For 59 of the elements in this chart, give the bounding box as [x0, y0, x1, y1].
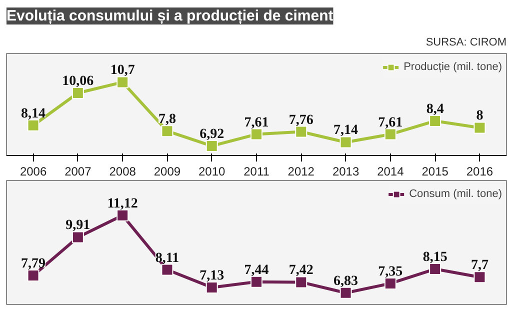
data-label: 8,14: [21, 106, 46, 122]
data-label: 7,76: [288, 112, 314, 128]
point: [384, 128, 396, 140]
point: [474, 271, 486, 284]
x-tick-label: 2007: [64, 164, 92, 178]
data-label: 7,61: [378, 115, 403, 130]
data-label: 8,11: [155, 250, 180, 266]
data-label: 8,15: [422, 250, 448, 266]
x-tick-label: 2015: [422, 164, 449, 178]
x-tick-label: 2009: [154, 164, 181, 178]
point: [206, 140, 218, 152]
point: [27, 119, 40, 132]
legend-label: Consum (mil. tone): [409, 188, 502, 200]
data-label: 11,12: [107, 196, 138, 212]
point: [72, 86, 84, 99]
point: [384, 277, 396, 290]
point: [340, 286, 352, 299]
data-label: 7,79: [21, 256, 46, 272]
data-label: 8,4: [426, 102, 444, 117]
x-tick-label: 2011: [244, 164, 270, 178]
data-label: 7,7: [470, 258, 488, 274]
x-tick-label: 2010: [198, 164, 226, 178]
data-label: 7,44: [244, 262, 269, 278]
point: [429, 263, 442, 276]
data-label: 7,42: [288, 263, 314, 278]
point: [250, 276, 262, 288]
point: [474, 122, 486, 134]
data-label: 6,92: [200, 126, 224, 142]
x-tick-label: 2016: [466, 164, 494, 178]
data-label: 7,13: [200, 268, 224, 284]
data-label: 9,91: [66, 218, 90, 234]
point: [429, 114, 442, 127]
x-tick-label: 2008: [109, 164, 136, 178]
data-label: 10,06: [62, 74, 94, 89]
point: [161, 125, 174, 138]
legend-label: Producție (mil. tone): [404, 61, 502, 73]
x-tick-label: 2013: [332, 164, 360, 178]
data-label: 7,61: [244, 115, 269, 130]
text: SURSA: CIROM: [426, 36, 507, 48]
x-tick-label: 2012: [288, 164, 315, 178]
data-label: 10,7: [110, 63, 135, 78]
x-tick-label: 2006: [20, 164, 47, 178]
point: [72, 231, 84, 244]
point: [340, 136, 352, 148]
data-label: 6,83: [334, 274, 358, 289]
point: [206, 281, 218, 294]
point: [27, 270, 40, 282]
chart-title: Evoluția consumului și a producției de ciment: [6, 8, 334, 24]
point: [116, 76, 129, 88]
data-label: 7,35: [378, 264, 403, 280]
point: [295, 126, 308, 138]
x-tick-label: 2014: [377, 164, 404, 178]
data-label: 8: [476, 108, 484, 124]
point: [295, 276, 308, 288]
point: [250, 128, 262, 140]
data-label: 7,8: [158, 112, 176, 128]
point: [161, 264, 174, 276]
data-label: 7,14: [334, 123, 358, 138]
point: [116, 209, 129, 222]
